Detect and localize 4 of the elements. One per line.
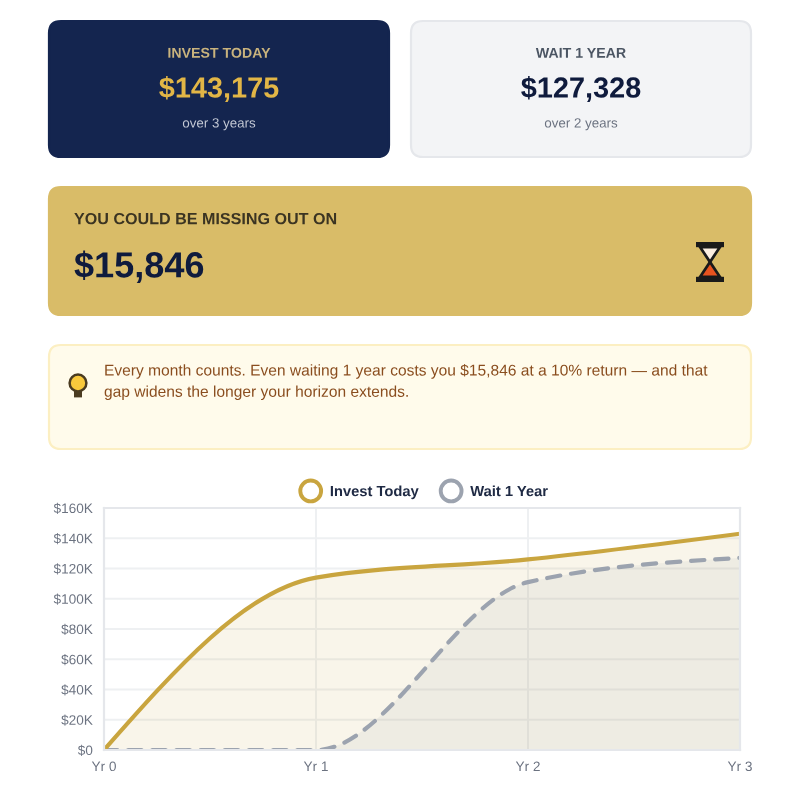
text: $15,846 [74, 250, 204, 283]
text: $127,328 [521, 76, 641, 102]
text: YOU COULD BE MISSING OUT ON [74, 212, 337, 225]
text: $143,175 [159, 76, 279, 102]
